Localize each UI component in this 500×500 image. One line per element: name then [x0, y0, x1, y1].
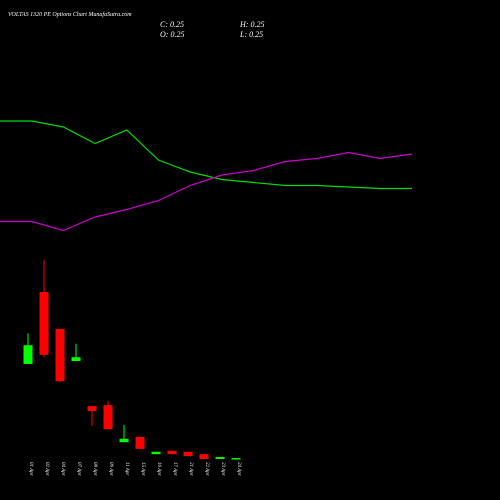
x-tick-label: 24 Apr — [236, 462, 241, 476]
candle-body — [87, 406, 97, 411]
candle-body — [71, 357, 81, 362]
ohlc-label: H: 0.25 — [239, 20, 264, 29]
ohlc-label: C: 0.25 — [160, 20, 184, 29]
x-tick-label: 09 Apr — [108, 462, 113, 476]
candle-body — [231, 458, 241, 460]
candle-body — [23, 345, 33, 364]
indicator-line — [0, 120, 412, 190]
candle-body — [119, 438, 129, 443]
candle-body — [135, 436, 145, 449]
candle-body — [55, 328, 65, 382]
candle-body — [167, 450, 177, 455]
x-tick-label: 04 Apr — [60, 462, 65, 476]
x-tick-label: 02 Apr — [44, 462, 49, 476]
candle-body — [103, 405, 113, 430]
x-tick-label: 08 Apr — [92, 462, 97, 476]
x-tick-label: 01 Apr — [28, 462, 33, 476]
candle-body — [151, 451, 161, 455]
x-tick-label: 15 Apr — [140, 462, 145, 476]
x-tick-label: 22 Apr — [204, 462, 209, 476]
candle-body — [183, 451, 193, 457]
indicator-line — [0, 151, 413, 232]
x-tick-label: 16 Apr — [156, 462, 161, 476]
x-tick-label: 07 Apr — [76, 462, 81, 476]
candle-body — [39, 291, 49, 355]
chart-title: VOLTAS 1320 PE Options Chart MunafaSutra… — [8, 11, 132, 18]
x-tick-label: 23 Apr — [220, 462, 225, 476]
x-tick-label: 21 Apr — [188, 462, 193, 476]
ohlc-label: O: 0.25 — [160, 30, 184, 39]
candle-body — [215, 457, 225, 459]
ohlc-label: L: 0.25 — [239, 30, 263, 39]
x-tick-label: 17 Apr — [172, 462, 177, 476]
x-tick-label: 11 Apr — [124, 462, 129, 475]
candle-body — [199, 454, 209, 459]
